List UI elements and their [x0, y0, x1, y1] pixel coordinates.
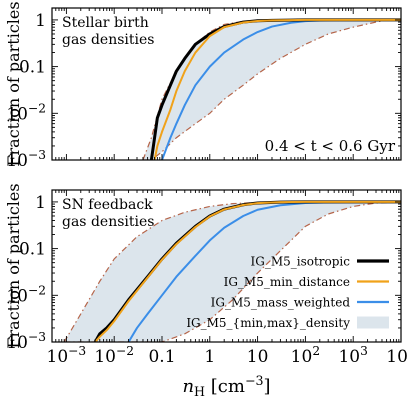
- y-tick-label: 10−2: [6, 283, 46, 306]
- y-tick-label: 10−3: [6, 330, 46, 353]
- y-tick-label: 10−2: [6, 101, 46, 124]
- panel-annotation-line: SN feedback: [62, 197, 153, 213]
- legend: IG_M5_isotropic IG_M5_min_distance IG_M5_m…: [186, 255, 389, 330]
- y-tick-label: 1: [35, 11, 46, 31]
- plot-frame: [51, 7, 402, 161]
- legend-label: IG_M5_isotropic: [251, 255, 351, 269]
- series-line-IG_M5_min_distance: [94, 200, 401, 342]
- y-axis-title: Fraction of particles: [4, 183, 23, 348]
- y-tick-label: 0.1: [19, 58, 46, 78]
- x-tick-label: 102: [291, 344, 320, 367]
- y-tick-label: 1: [35, 193, 46, 213]
- panel-annotation-line: gas densities: [62, 32, 154, 48]
- y-axis-title: Fraction of particles: [4, 1, 23, 166]
- plot-area: [142, 18, 401, 160]
- x-tick-label: 10−3: [47, 344, 87, 367]
- legend-label: IG_M5_mass_weighted: [211, 296, 351, 310]
- minmax-band: [142, 19, 401, 160]
- legend-label: IG_M5_min_distance: [224, 275, 350, 289]
- x-tick-label: 0.1: [148, 347, 175, 367]
- y-tick-label: 0.1: [19, 240, 46, 260]
- panel-annotation-line: gas densities: [62, 214, 154, 230]
- top-panel: 10−3 10−2 0.1 1 Fraction of particles Stellar…: [4, 1, 402, 171]
- legend-label: IG_M5_{min,max}_density: [186, 316, 350, 330]
- x-tick-label: 10−2: [94, 344, 134, 367]
- x-tick-label: 1: [204, 347, 215, 367]
- x-tick-label: 10: [247, 347, 269, 367]
- band-lower-edge: [142, 19, 401, 160]
- x-tick-label: 103: [338, 344, 367, 367]
- legend-swatch-patch: [357, 316, 389, 329]
- y-tick-label: 10−3: [6, 148, 46, 171]
- x-axis-title: nH [cm−3]: [182, 373, 270, 399]
- band-lower-edge: [64, 201, 401, 342]
- plot-area: [63, 200, 401, 342]
- x-tick-label: 104: [386, 344, 407, 367]
- panel-annotation-line: Stellar birth: [62, 15, 149, 31]
- series-line-IG_M5_min_distance: [153, 18, 401, 160]
- minmax-band: [64, 201, 401, 342]
- plot-frame: [51, 189, 402, 343]
- bottom-panel: 10−3 10−2 0.1 1 10−3 10−2 0.1 1 10 102 103 104 Fract…: [4, 183, 407, 399]
- time-range-label: 0.4 < t < 0.6 Gyr: [265, 137, 396, 155]
